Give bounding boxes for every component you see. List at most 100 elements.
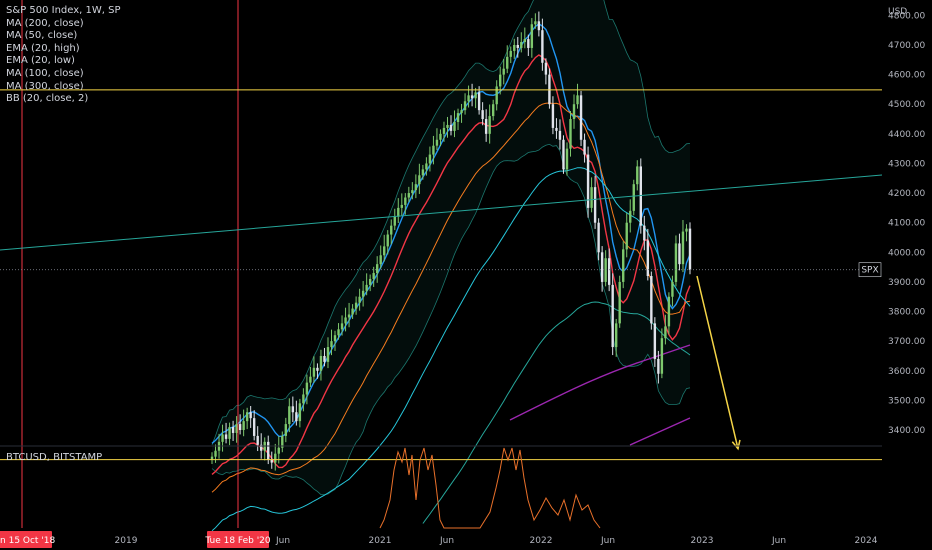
price-tick-label: 3500.00	[888, 396, 925, 406]
candle-body	[625, 222, 628, 250]
candle-body	[629, 210, 632, 223]
candle-body	[305, 382, 309, 395]
candle-body	[467, 95, 470, 102]
candle-body	[400, 204, 403, 208]
candle-body	[333, 335, 337, 342]
indicator-ema-low[interactable]: EMA (20, low)	[6, 55, 75, 67]
candle-body	[309, 376, 312, 383]
ma-50-line	[211, 102, 691, 493]
trend-line	[0, 174, 883, 251]
candle-body	[520, 42, 523, 48]
candle-body	[565, 148, 569, 170]
candle-body	[379, 255, 382, 265]
candle-body	[302, 394, 305, 404]
candle-body	[284, 424, 288, 436]
candle-body	[470, 95, 474, 99]
candle-body	[214, 450, 217, 457]
candle-body	[274, 453, 277, 463]
projection-arrow-head	[731, 439, 741, 451]
candle-body	[224, 434, 228, 439]
candle-body	[312, 367, 316, 377]
price-tick-label: 3400.00	[888, 426, 925, 436]
time-tick-label: 2022	[530, 536, 553, 546]
price-tick-label: 4800.00	[888, 11, 925, 21]
price-tick-label: 3800.00	[888, 308, 925, 318]
candle-body	[386, 234, 389, 247]
time-marker-badge	[0, 531, 52, 548]
candle-body	[678, 243, 681, 265]
time-tick-label: Jun	[439, 536, 454, 546]
price-tick-label: 4500.00	[888, 100, 925, 110]
price-tick-label: 4400.00	[888, 130, 925, 140]
candle-body	[330, 341, 333, 348]
price-tick-label: 4000.00	[888, 248, 925, 258]
candle-body	[527, 39, 530, 48]
candle-body	[245, 412, 249, 422]
candle-body	[446, 124, 449, 128]
candle-body	[614, 323, 618, 348]
candle-body	[583, 139, 586, 155]
candle-body	[397, 207, 400, 217]
candle-body	[569, 119, 572, 149]
candle-body	[664, 326, 667, 339]
indicator-ma-100[interactable]: MA (100, close)	[6, 67, 84, 79]
candle-body	[495, 86, 498, 105]
candle-body	[604, 258, 607, 282]
candle-body	[411, 190, 414, 194]
price-tick-label: 3700.00	[888, 337, 925, 347]
candle-body	[435, 139, 439, 146]
candle-body	[576, 95, 579, 105]
candle-body	[270, 459, 273, 463]
candle-body	[418, 175, 421, 185]
candle-body	[260, 444, 263, 451]
candle-body	[288, 406, 291, 425]
price-tick-label: 3600.00	[888, 367, 925, 377]
candle-body	[372, 273, 375, 279]
candle-body	[562, 139, 565, 170]
indicator-ema-high[interactable]: EMA (20, high)	[6, 42, 80, 54]
candle-body	[555, 127, 558, 131]
candle-body	[537, 21, 541, 31]
indicator-ma-200[interactable]: MA (200, close)	[6, 17, 84, 29]
candle-body	[513, 45, 516, 51]
candle-body	[460, 110, 463, 114]
candle-body	[351, 308, 354, 315]
ma-300-lower-line	[629, 417, 691, 446]
btc-price-line	[379, 447, 601, 529]
candle-body	[632, 184, 635, 211]
candle-body	[267, 441, 270, 460]
indicator-ma-300[interactable]: MA (300, close)	[6, 80, 84, 92]
candle-body	[242, 421, 245, 430]
candle-body	[404, 197, 407, 205]
candle-body	[256, 435, 259, 445]
candle-body	[298, 403, 302, 422]
ma-100-line	[211, 167, 691, 532]
price-tick-label: 4300.00	[888, 159, 925, 169]
candle-body	[344, 317, 347, 324]
symbol-tag-label: SPX	[861, 266, 878, 276]
candle-body	[432, 145, 435, 155]
candle-body	[390, 225, 393, 235]
lower-pane-title[interactable]: BTCUSD, BITSTAMP	[6, 452, 103, 463]
candle-body	[600, 252, 604, 282]
bollinger-lower-line	[211, 143, 691, 496]
candle-body	[316, 367, 319, 371]
candle-body	[477, 92, 481, 111]
candle-body	[323, 355, 326, 362]
symbol-title[interactable]: S&P 500 Index, 1W, SP	[6, 5, 121, 16]
candle-body	[249, 412, 252, 419]
ma-300-line	[509, 344, 691, 421]
candle-body	[277, 447, 280, 454]
indicator-ma-50[interactable]: MA (50, close)	[6, 30, 78, 42]
candle-body	[590, 187, 593, 208]
candle-body	[597, 222, 600, 253]
candle-body	[484, 119, 488, 134]
candle-body	[558, 130, 562, 140]
candle-body	[611, 284, 614, 348]
indicator-bb[interactable]: BB (20, close, 2)	[6, 93, 89, 105]
candle-body	[428, 154, 432, 164]
candle-body	[544, 62, 548, 75]
candle-body	[586, 154, 590, 208]
candle-body	[646, 240, 650, 276]
